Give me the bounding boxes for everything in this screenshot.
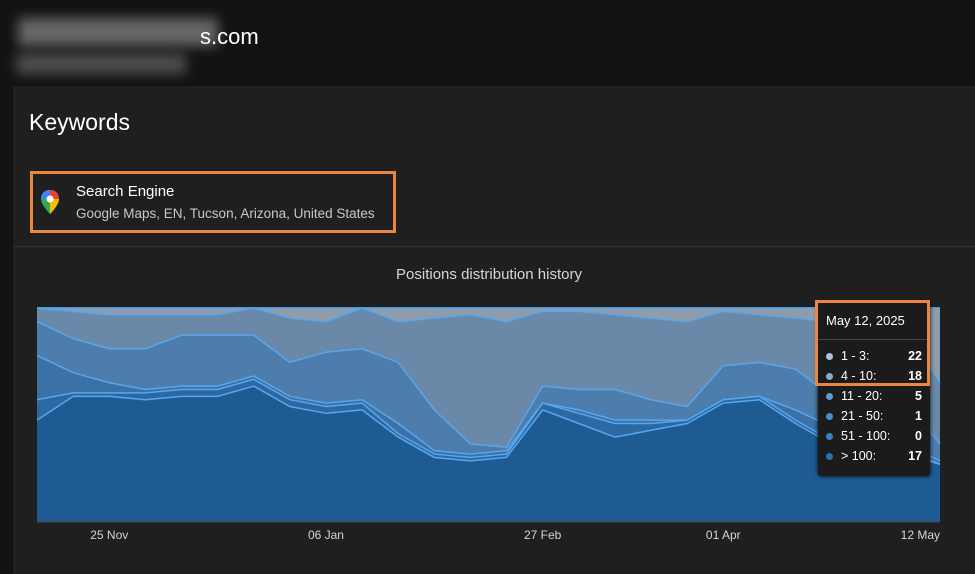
- tooltip-date: May 12, 2025: [826, 313, 905, 328]
- series-name: 11 - 20:: [841, 389, 883, 403]
- tooltip-value: 1: [915, 409, 922, 423]
- maps-icon: [41, 190, 59, 214]
- engine-box[interactable]: Search Engine Google Maps, EN, Tucson, A…: [30, 171, 396, 233]
- series-name: > 100:: [841, 449, 877, 463]
- area-line: [36, 385, 941, 465]
- tooltip-value: 5: [915, 389, 922, 403]
- series-name: 51 - 100:: [841, 429, 891, 443]
- x-tick-label: 06 Jan: [308, 528, 344, 542]
- card-title: Keywords: [29, 109, 130, 135]
- divider: [13, 246, 975, 247]
- tooltip-value: 17: [908, 449, 922, 463]
- tooltip-divider: [818, 339, 930, 340]
- area: [37, 355, 940, 465]
- area-line: [36, 320, 941, 449]
- blurred-subtitle: [16, 54, 186, 74]
- x-tick-label: 25 Nov: [90, 528, 128, 542]
- legend-dot: [826, 413, 833, 420]
- area: [37, 386, 940, 522]
- highlight: [815, 300, 930, 386]
- x-tick-label: 12 May: [901, 528, 940, 542]
- legend-dot: [826, 433, 833, 440]
- tooltip-value: 22: [908, 349, 922, 363]
- legend-dot: [826, 373, 833, 380]
- area-line: [36, 307, 941, 384]
- area: [37, 308, 940, 448]
- legend-dot: [826, 453, 833, 460]
- x-tick-label: 27 Feb: [524, 528, 562, 542]
- engine-name: Search Engine: [76, 183, 175, 200]
- series-name: 4 - 10:: [841, 369, 877, 383]
- area-line: [36, 354, 941, 462]
- site-domain: s.com: [200, 24, 259, 49]
- engine-details: Google Maps, EN, Tucson, Arizona, United…: [76, 206, 375, 221]
- series-name: 1 - 3:: [841, 349, 870, 363]
- tooltip: May 12, 2025 1 - 3: 22 4 - 10: 18 11 - 20: 5 2…: [818, 302, 930, 476]
- site-header: s.com: [14, 14, 304, 86]
- tooltip-value: 0: [915, 429, 922, 443]
- series-name: 21 - 50:: [841, 409, 884, 423]
- area: [37, 321, 940, 461]
- tooltip-value: 18: [908, 369, 922, 383]
- highlight: [30, 171, 396, 233]
- blurred-domain: [18, 18, 218, 46]
- legend-dot: [826, 353, 833, 360]
- legend-dot: [826, 393, 833, 400]
- chart-title: Positions distribution history: [396, 266, 582, 283]
- x-tick-label: 01 Apr: [706, 528, 741, 542]
- area-line: [36, 378, 941, 465]
